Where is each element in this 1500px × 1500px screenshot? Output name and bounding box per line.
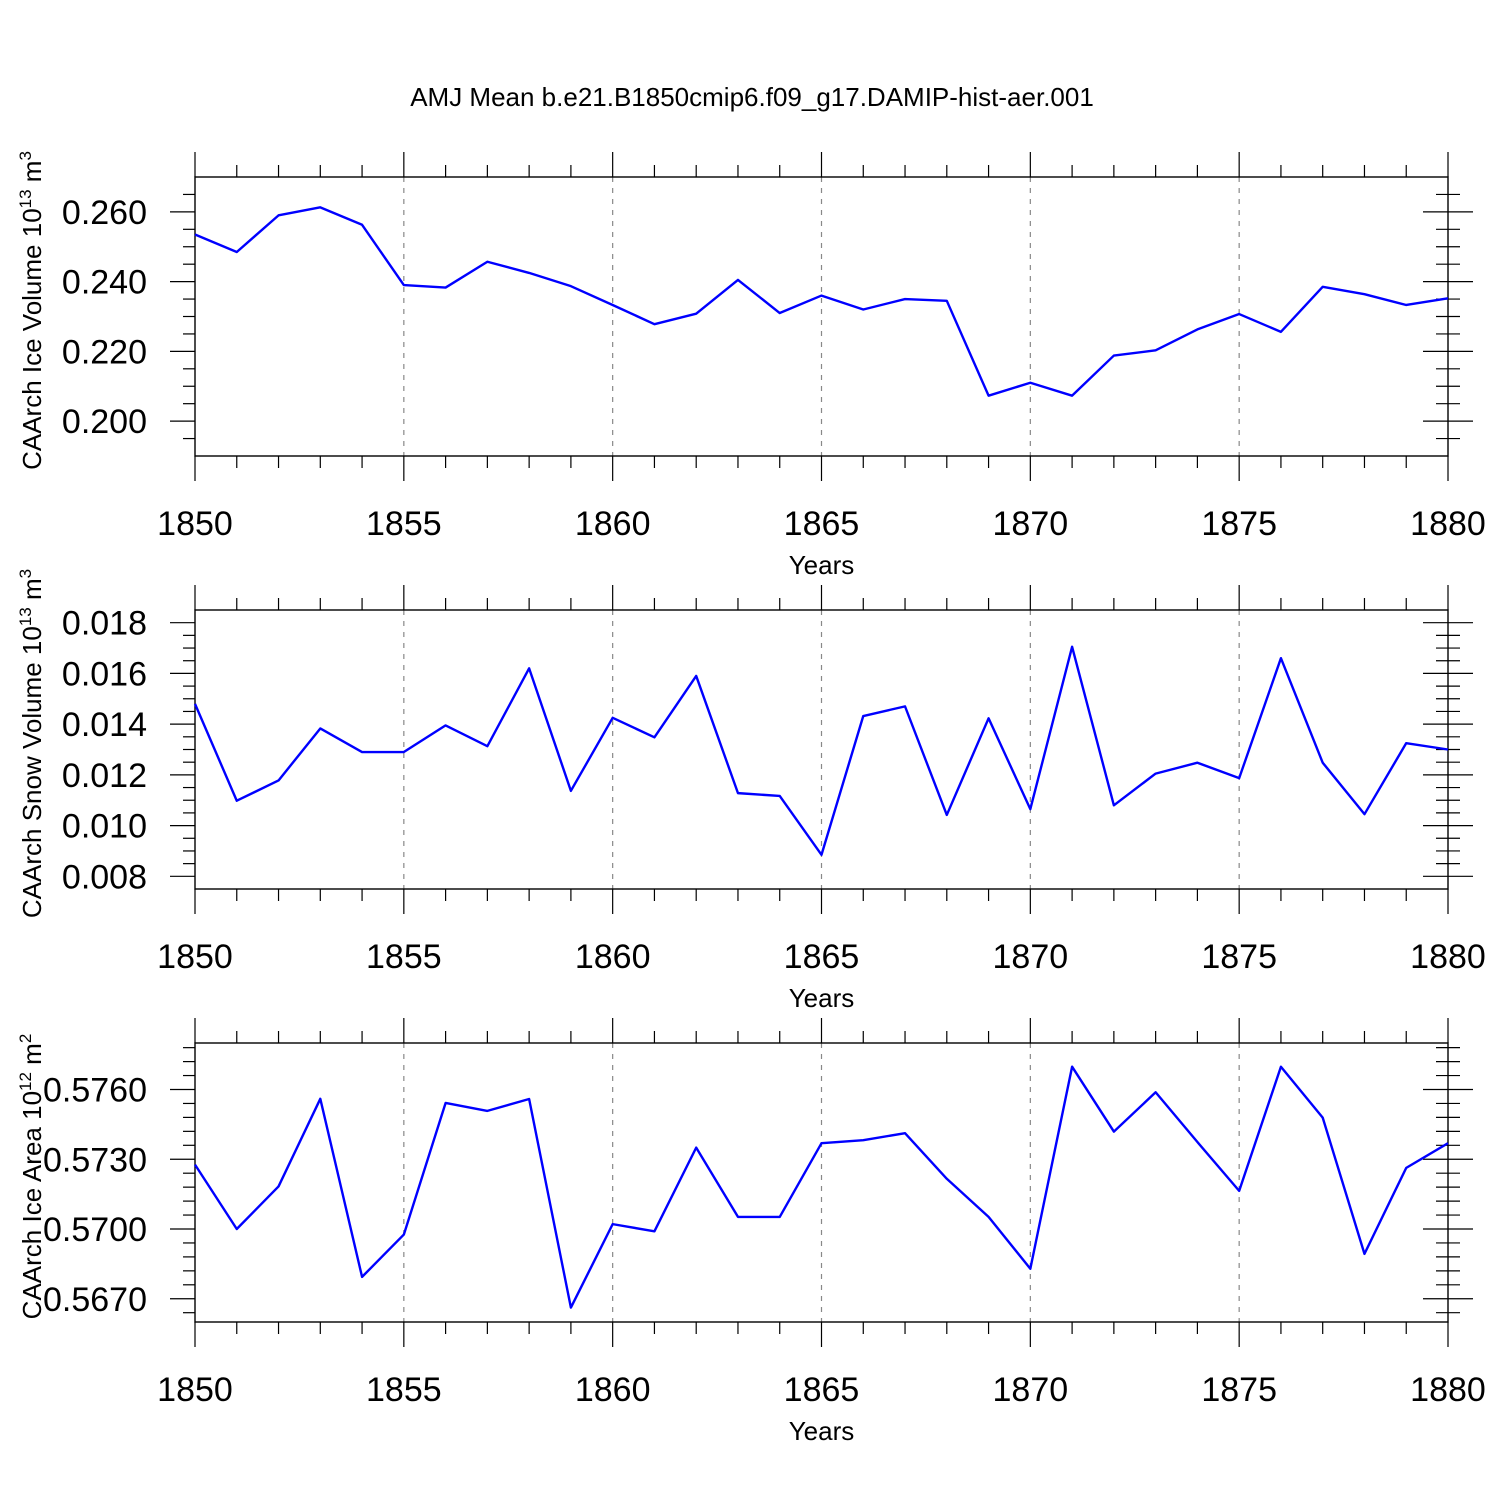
x-axis-title: Years	[789, 983, 855, 1013]
x-tick-label: 1855	[366, 938, 442, 976]
figure-title: AMJ Mean b.e21.B1850cmip6.f09_g17.DAMIP-…	[410, 82, 1094, 112]
panel-3: 1850 1855 1860 1865 1870 1875 1880 Years 0.5670 0…	[16, 1018, 1486, 1446]
series-line-1	[194, 206, 1449, 397]
x-tick-label: 1880	[1410, 505, 1486, 543]
plot-frame	[194, 1042, 1449, 1323]
x-axis-title: Years	[789, 1416, 855, 1446]
x-tick-label: 1865	[784, 505, 860, 543]
x-tick-label: 1865	[784, 938, 860, 976]
x-tick-label: 1865	[784, 1371, 860, 1409]
x-tick-label: 1870	[993, 1371, 1069, 1409]
y-tick-label: 0.220	[62, 333, 147, 371]
x-tick-label: 1855	[366, 1371, 442, 1409]
series-line-1	[193, 1065, 1449, 1309]
y-tick-label: 0.016	[62, 655, 147, 693]
x-tick-label: 1875	[1201, 505, 1277, 543]
y-axis-title: CAArch Ice Volume 1013 m3	[16, 151, 47, 470]
plot-frame	[194, 609, 1449, 890]
x-tick-label: 1855	[366, 505, 442, 543]
x-tick-label: 1880	[1410, 1371, 1486, 1409]
y-tick-label: 0.012	[62, 757, 147, 795]
x-tick-label: 1860	[575, 938, 651, 976]
y-tick-label: 0.010	[62, 808, 147, 846]
y-tick-label: 0.260	[62, 194, 147, 232]
x-tick-label: 1860	[575, 1371, 651, 1409]
y-tick-label: 0.008	[62, 858, 147, 896]
x-tick-label: 1870	[993, 505, 1069, 543]
y-tick-label: 0.5760	[43, 1072, 147, 1110]
y-tick-label: 0.018	[62, 605, 147, 643]
x-tick-label: 1850	[157, 1371, 233, 1409]
y-tick-label: 0.5730	[43, 1141, 147, 1179]
y-tick-label: 0.5700	[43, 1211, 147, 1249]
x-axis-title: Years	[789, 550, 855, 580]
panel-2: 1850 1855 1860 1865 1870 1875 1880 Years 0.008 0.…	[16, 569, 1486, 1013]
series-line-1	[193, 645, 1449, 856]
x-tick-label: 1875	[1201, 1371, 1277, 1409]
y-tick-label: 0.5670	[43, 1281, 147, 1319]
y-tick-label: 0.014	[62, 706, 147, 744]
plot-frame	[194, 176, 1449, 457]
x-tick-label: 1850	[157, 938, 233, 976]
x-tick-label: 1875	[1201, 938, 1277, 976]
y-axis-title: CAArch Ice Area 1012 m2	[16, 1034, 47, 1320]
x-tick-label: 1850	[157, 505, 233, 543]
y-axis-title: CAArch Snow Volume 1013 m3	[16, 569, 47, 918]
y-tick-label: 0.200	[62, 403, 147, 441]
x-tick-label: 1870	[993, 938, 1069, 976]
panel-1: 1850 1855 1860 1865 1870 1875 1880 Years 0.200 0.…	[16, 151, 1486, 580]
y-tick-label: 0.240	[62, 264, 147, 302]
x-tick-label: 1860	[575, 505, 651, 543]
panels: 1850 1855 1860 1865 1870 1875 1880 Years 0.200 0.…	[16, 151, 1486, 1446]
x-tick-label: 1880	[1410, 938, 1486, 976]
